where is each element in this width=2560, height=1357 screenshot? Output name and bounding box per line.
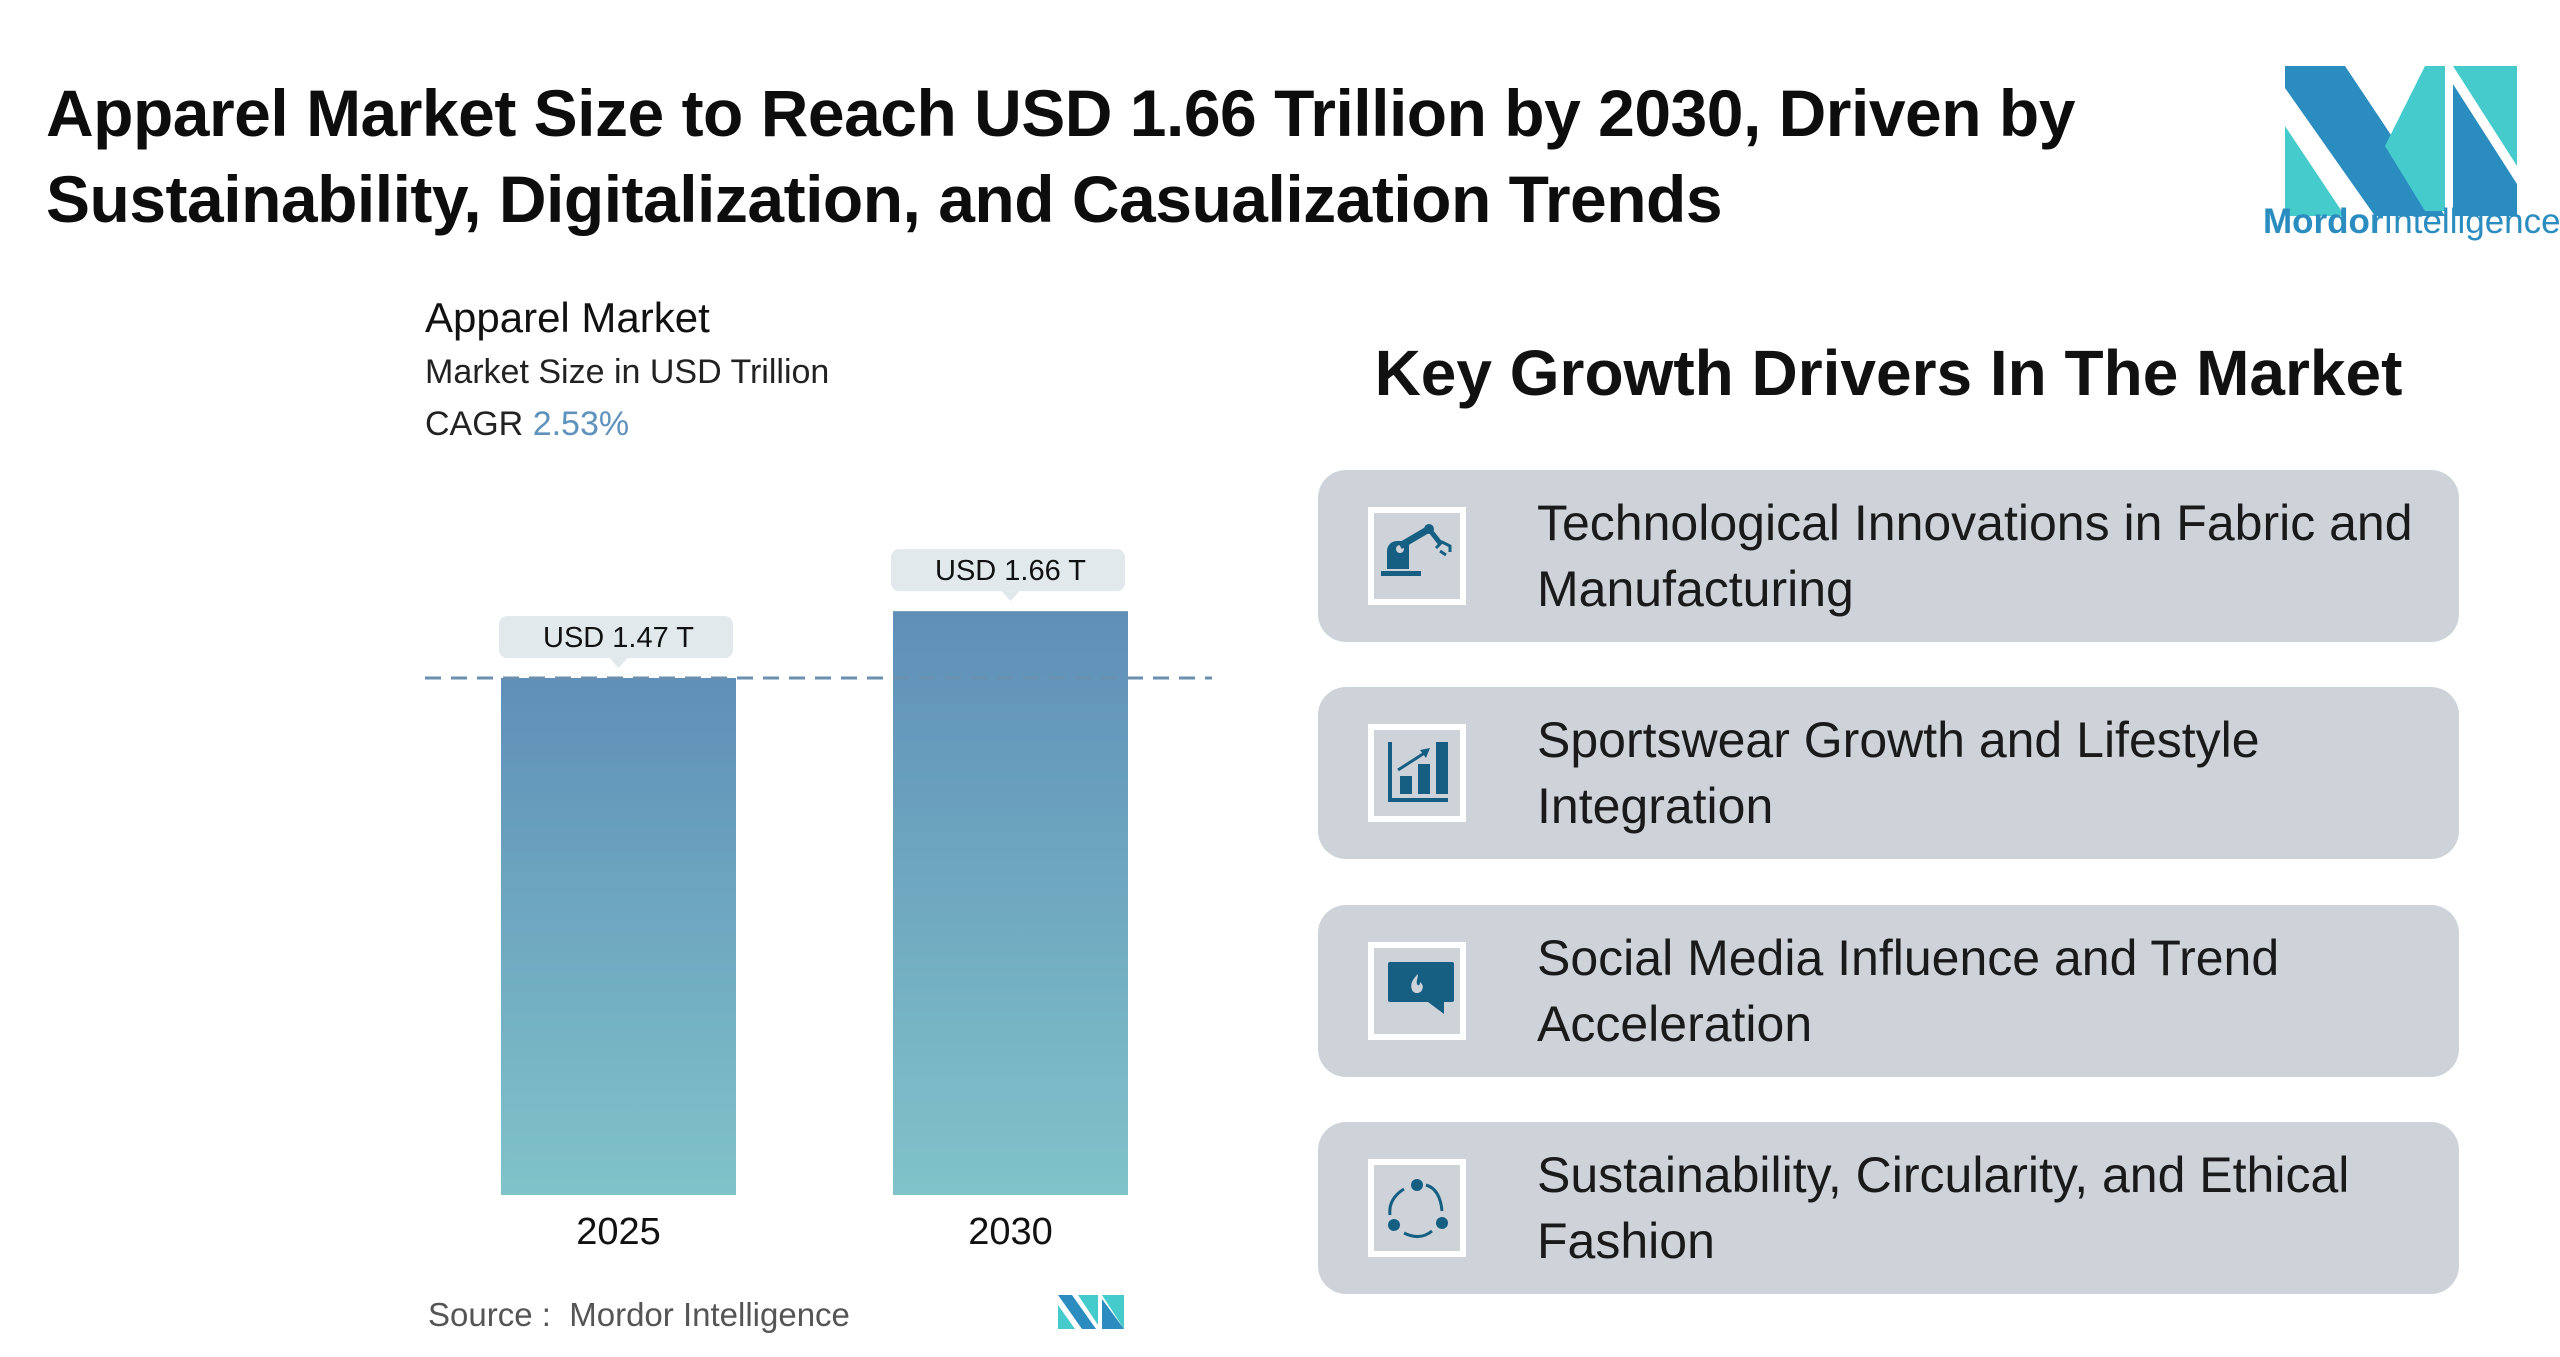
page-title: Apparel Market Size to Reach USD 1.66 Tr…	[46, 76, 2075, 236]
data-label-pointer	[609, 658, 628, 669]
data-label-pointer	[1001, 591, 1020, 602]
driver-label: Social Media Influence and Trend Acceler…	[1537, 930, 2280, 1052]
driver-card-sportswear: Sportswear Growth and Lifestyle Integrat…	[1318, 687, 2459, 859]
driver-label: Technological Innovations in Fabric and …	[1537, 495, 2413, 617]
growth-chart-icon	[1368, 724, 1466, 822]
source-note: Source : Mordor Intelligence	[428, 1296, 850, 1333]
data-label-bubble	[891, 549, 1125, 592]
chart-header: Apparel Market Market Size in USD Trilli…	[425, 290, 829, 450]
bar-2025	[501, 678, 736, 1195]
cagr-value: 2.53%	[532, 405, 630, 443]
data-label: USD 1.47 T	[543, 622, 694, 654]
data-label: USD 1.66 T	[935, 555, 1086, 587]
drivers-title: Key Growth Drivers In The Market	[1374, 337, 2403, 409]
bar-chart: USD 1.47 T 2025 USD 1.66 T 2030	[425, 549, 1212, 1253]
driver-label: Sustainability, Circularity, and Ethical…	[1537, 1147, 2350, 1269]
driver-card-social-media: Social Media Influence and Trend Acceler…	[1318, 905, 2459, 1077]
cagr: CAGR 2.53%	[425, 405, 630, 443]
driver-card-sustainability: Sustainability, Circularity, and Ethical…	[1318, 1122, 2459, 1294]
mordor-mini-logo-icon	[1058, 1295, 1124, 1329]
chart-subtitle: Market Size in USD Trillion	[425, 353, 830, 391]
data-label-bubble	[499, 616, 733, 659]
bar-2030	[893, 611, 1128, 1195]
x-tick-label: 2030	[968, 1211, 1053, 1253]
chart-title: Apparel Market	[425, 294, 710, 341]
x-tick-label: 2025	[576, 1211, 661, 1253]
cycle-icon	[1368, 1159, 1466, 1257]
robot-arm-icon	[1368, 507, 1466, 605]
mordor-logo-icon	[2285, 66, 2517, 216]
driver-card-technology: Technological Innovations in Fabric and …	[1318, 470, 2459, 642]
driver-label: Sportswear Growth and Lifestyle Integrat…	[1537, 712, 2260, 834]
logo-text: MordorIntelligence	[2263, 202, 2560, 241]
chat-flame-icon	[1368, 942, 1466, 1040]
